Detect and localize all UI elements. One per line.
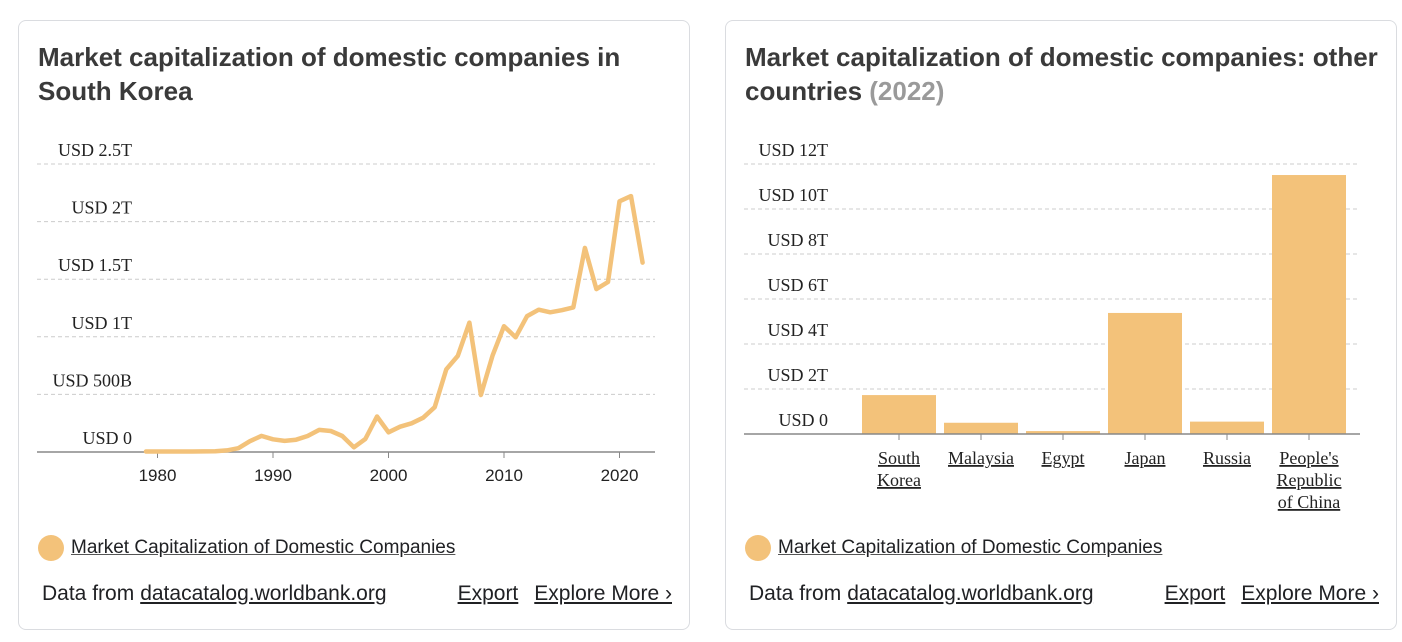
category-label: Egypt (1042, 448, 1085, 468)
chart-title: Market capitalization of domestic compan… (38, 40, 678, 108)
y-tick-label: USD 2.5T (58, 140, 132, 160)
legend[interactable]: Market Capitalization of Domestic Compan… (745, 535, 1162, 561)
category-label: South (878, 448, 920, 468)
y-tick-label: USD 0 (82, 428, 132, 448)
category-label: Japan (1125, 448, 1166, 468)
chart-title-text: Market capitalization of domestic compan… (745, 42, 1378, 106)
card-footer: Data from datacatalog.worldbank.org Expo… (42, 582, 672, 606)
category-label: People's (1279, 448, 1338, 468)
category-label: Russia (1203, 448, 1251, 468)
y-tick-label: USD 1T (71, 313, 132, 333)
y-tick-label: USD 0 (778, 410, 828, 430)
legend[interactable]: Market Capitalization of Domestic Compan… (38, 535, 455, 561)
y-tick-label: USD 10T (758, 185, 828, 205)
bar (1026, 431, 1100, 434)
category-label: Malaysia (948, 448, 1014, 468)
y-tick-label: USD 8T (767, 230, 828, 250)
y-tick-label: USD 1.5T (58, 255, 132, 275)
bar (862, 395, 936, 434)
x-tick-label: 1980 (139, 466, 177, 485)
source-prefix: Data from (749, 582, 842, 605)
bar (1190, 421, 1264, 434)
explore-more-link[interactable]: Explore More › (1241, 582, 1379, 605)
card-footer: Data from datacatalog.worldbank.org Expo… (749, 582, 1379, 606)
x-tick-label: 2010 (485, 466, 523, 485)
legend-label[interactable]: Market Capitalization of Domestic Compan… (71, 537, 456, 558)
x-tick-label: 2000 (370, 466, 408, 485)
y-tick-label: USD 12T (758, 140, 828, 160)
series-line (143, 193, 645, 454)
chart-title-year: (2022) (869, 76, 945, 106)
bar-chart: USD 0 USD 2T USD 4T USD 6T USD 8T USD 10T USD … (744, 140, 1360, 512)
export-link[interactable]: Export (457, 582, 519, 605)
legend-swatch (745, 535, 771, 561)
x-tick-label: 1990 (254, 466, 292, 485)
legend-label[interactable]: Market Capitalization of Domestic Compan… (778, 537, 1163, 558)
y-tick-label: USD 4T (767, 320, 828, 340)
export-link[interactable]: Export (1164, 582, 1226, 605)
x-tick-label: 2020 (601, 466, 639, 485)
category-label: of China (1278, 492, 1341, 512)
y-tick-label: USD 500B (52, 370, 132, 390)
chart-card-other-countries: Market capitalization of domestic compan… (725, 20, 1397, 630)
bar (944, 422, 1018, 434)
chart-card-south-korea: Market capitalization of domestic compan… (18, 20, 690, 630)
y-tick-label: USD 2T (71, 198, 132, 218)
explore-more-link[interactable]: Explore More › (534, 582, 672, 605)
bar (1108, 312, 1182, 434)
source-prefix: Data from (42, 582, 135, 605)
category-label: Republic (1277, 470, 1342, 490)
chart-title-text: Market capitalization of domestic compan… (38, 42, 621, 106)
source-link[interactable]: datacatalog.worldbank.org (847, 582, 1094, 605)
y-tick-label: USD 6T (767, 275, 828, 295)
category-label: Korea (877, 470, 921, 490)
legend-swatch (38, 535, 64, 561)
chart-title: Market capitalization of domestic compan… (745, 40, 1385, 108)
bar (1272, 175, 1346, 434)
y-tick-label: USD 2T (767, 365, 828, 385)
source-link[interactable]: datacatalog.worldbank.org (140, 582, 387, 605)
line-chart: USD 0 USD 500B USD 1T USD 1.5T USD 2T USD 2.5… (37, 140, 655, 485)
